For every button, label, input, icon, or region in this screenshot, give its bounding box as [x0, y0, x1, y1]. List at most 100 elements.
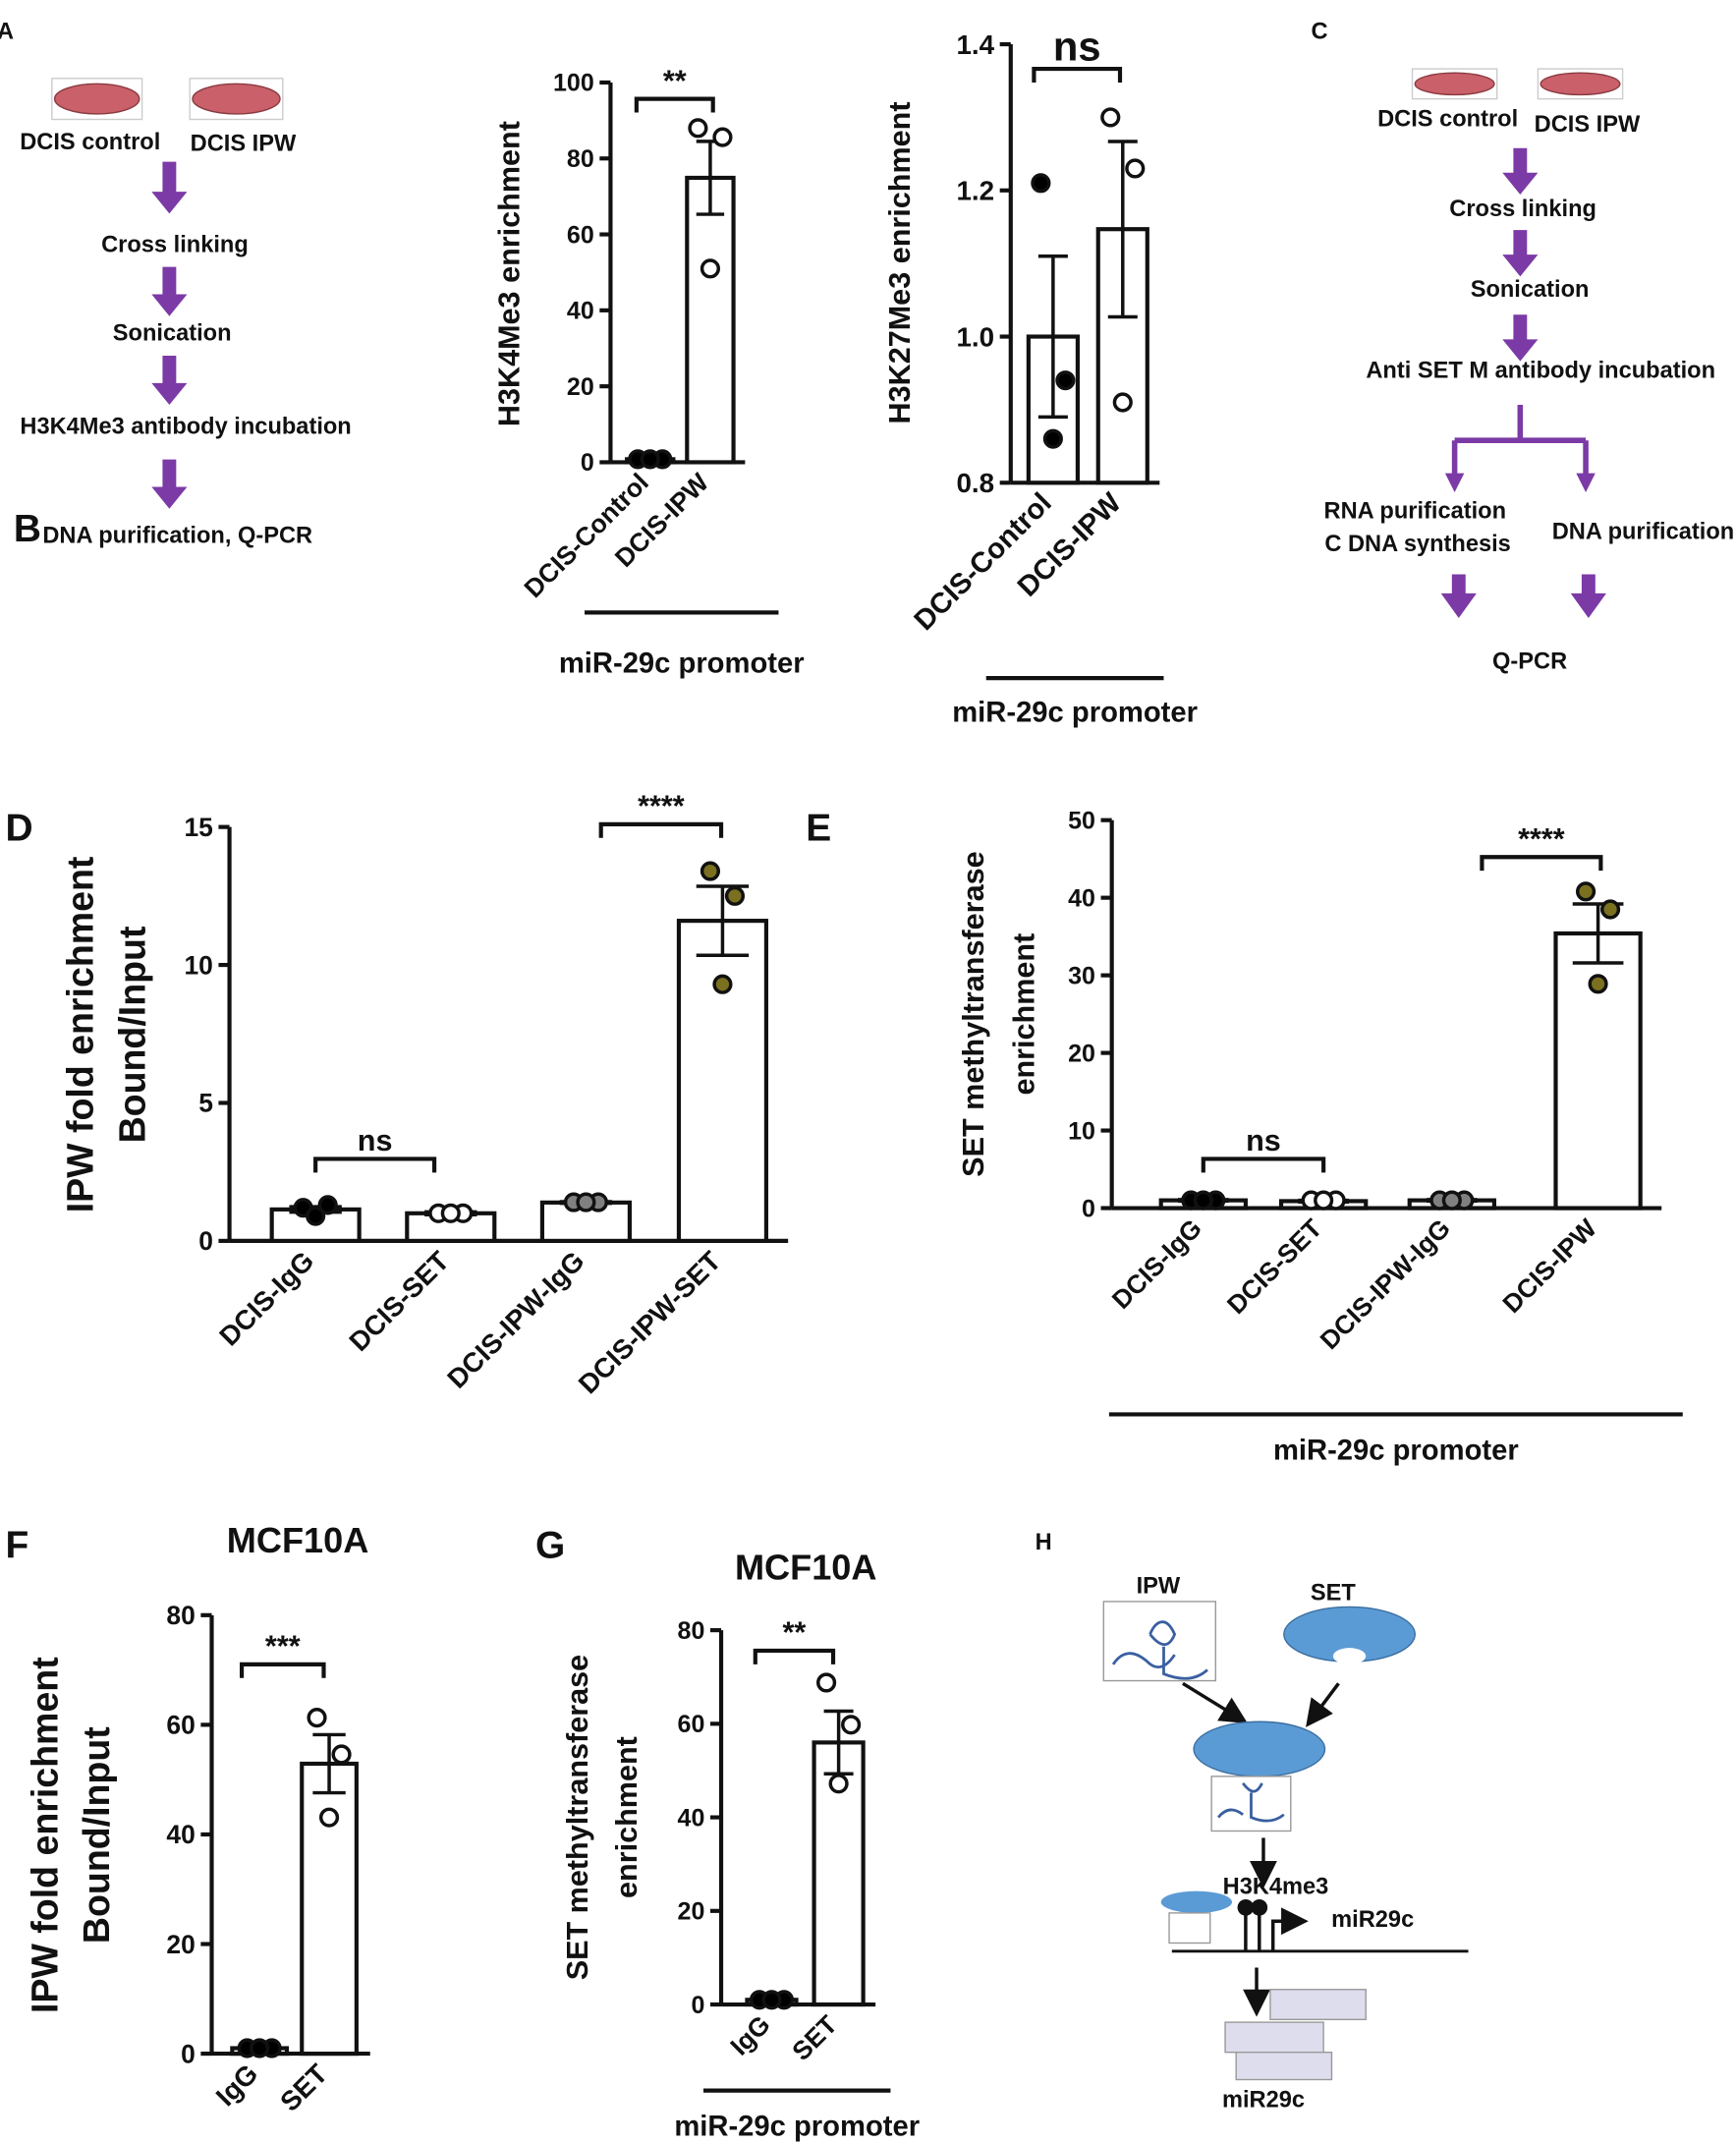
- x-tick-label: DCIS-IgG: [213, 1245, 319, 1351]
- data-point: [1042, 428, 1063, 449]
- y-axis-label: SET methyltransferase: [561, 1655, 594, 1980]
- y-tick-label: 60: [567, 221, 594, 249]
- dish-label: DCIS control: [1377, 106, 1518, 132]
- panel-letter: H: [1036, 1530, 1052, 1555]
- x-tick-label: DCIS-SET: [343, 1245, 455, 1357]
- step: Sonication: [1471, 277, 1590, 303]
- step: H3K4Me3 antibody incubation: [20, 414, 351, 439]
- mirna: [1235, 2052, 1333, 2081]
- arrow: [1440, 574, 1606, 618]
- y-axis-label: Bound/Input: [111, 926, 152, 1143]
- panel-letter: G: [535, 1524, 565, 1566]
- y-tick-label: 5: [198, 1089, 213, 1118]
- group-label: miR-29c promoter: [952, 698, 1198, 729]
- y-axis-label: IPW fold enrichment: [60, 856, 101, 1212]
- y-tick-label: 10: [185, 950, 213, 980]
- dish-label: DCIS IPW: [1535, 112, 1641, 138]
- data-point: [724, 885, 746, 906]
- y-tick-label: 20: [1068, 1040, 1095, 1067]
- x-tick-label: IgG: [724, 2009, 775, 2060]
- y-tick-label: 40: [166, 1820, 195, 1849]
- panel-letter: F: [6, 1524, 29, 1566]
- data-point: [440, 1203, 461, 1223]
- error-bar: [1107, 140, 1138, 319]
- error-bar: [312, 1732, 346, 1795]
- significance-label: ***: [265, 1630, 301, 1664]
- data-point: [700, 258, 721, 279]
- significance-bracket: [1032, 66, 1123, 83]
- data-point: [1575, 881, 1596, 902]
- x-tick-label: DCIS-SET: [1221, 1213, 1327, 1320]
- arrow: [1182, 1681, 1249, 1723]
- step: RNA purification: [1324, 498, 1507, 524]
- data-point: [307, 1708, 327, 1728]
- mark-label: H3K4me3: [1223, 1874, 1329, 1899]
- data-point: [1314, 1190, 1334, 1211]
- y-axis-label: SET methyltransferase: [957, 851, 990, 1176]
- set-label: SET: [1311, 1581, 1357, 1607]
- significance-bracket: [1201, 1156, 1326, 1173]
- y-tick-label: 60: [678, 1711, 705, 1738]
- y-tick-label: 80: [678, 1617, 705, 1645]
- data-point: [1600, 899, 1621, 920]
- data-point: [250, 2038, 270, 2058]
- panel-h: H IPW SET H3K4me3 miR29c miR29c: [1036, 1530, 1469, 2113]
- promoter: [1244, 1910, 1295, 1951]
- y-axis-label: H3K27Me3 enrichment: [883, 101, 917, 423]
- arrow: [1502, 230, 1539, 277]
- data-point: [1112, 392, 1133, 413]
- y-tick-label: 40: [1068, 884, 1095, 912]
- data-point: [1055, 370, 1076, 391]
- arrow: [151, 459, 188, 509]
- data-point: [1031, 173, 1051, 194]
- y-tick-label: 0: [198, 1226, 213, 1256]
- group-label: miR-29c promoter: [559, 649, 805, 680]
- panel-letter: C: [1311, 19, 1327, 44]
- methyl-mark: [1251, 1898, 1268, 1916]
- significance-label: **: [663, 64, 687, 97]
- data-point: [828, 1774, 849, 1794]
- complex: [1160, 1890, 1232, 1913]
- rna: [1217, 1781, 1285, 1823]
- panel-a: A DCIS control DCIS IPW Cross linking So…: [0, 19, 352, 548]
- x-tick-label: DCIS-IPW-IgG: [1315, 1213, 1456, 1355]
- data-point: [1441, 1190, 1462, 1211]
- data-point: [331, 1744, 352, 1765]
- error-bar: [696, 884, 750, 957]
- panel-letter: A: [0, 19, 14, 44]
- y-tick-label: 40: [678, 1804, 705, 1832]
- group-label: miR-29c promoter: [1273, 1435, 1519, 1466]
- y-tick-label: 0: [581, 449, 594, 477]
- gene-label: miR29c: [1331, 1907, 1414, 1933]
- significance-bracket: [239, 1662, 326, 1678]
- significance-label: **: [783, 1616, 807, 1650]
- data-point: [712, 127, 733, 147]
- data-point: [1100, 107, 1121, 128]
- error-bar: [1037, 254, 1068, 420]
- ipw-box: [1168, 1912, 1211, 1945]
- arrow: [151, 356, 188, 406]
- x-tick-label: SET: [786, 2009, 843, 2066]
- significance-label: ns: [1246, 1124, 1281, 1157]
- step: Q-PCR: [1492, 649, 1567, 674]
- y-tick-label: 50: [1068, 807, 1095, 834]
- significance-bracket: [598, 821, 724, 838]
- y-axis-label: H3K4Me3 enrichment: [492, 121, 526, 426]
- arrow: [151, 161, 188, 214]
- step: DNA purification, Q-PCR: [42, 523, 312, 548]
- arrow: [1502, 314, 1539, 362]
- y-tick-label: 0: [691, 1992, 704, 2019]
- data-point: [640, 449, 660, 470]
- dish-label: DCIS IPW: [191, 131, 297, 156]
- data-point: [306, 1206, 326, 1226]
- y-tick-label: 80: [166, 1601, 195, 1630]
- arrow: [151, 266, 188, 316]
- dish: [53, 83, 140, 115]
- significance-label: ****: [1518, 822, 1565, 856]
- data-point: [1193, 1190, 1213, 1211]
- arrow: [1444, 473, 1596, 493]
- y-axis-label: enrichment: [610, 1736, 644, 1898]
- panel-letter: D: [6, 808, 33, 850]
- step: Sonication: [113, 321, 232, 347]
